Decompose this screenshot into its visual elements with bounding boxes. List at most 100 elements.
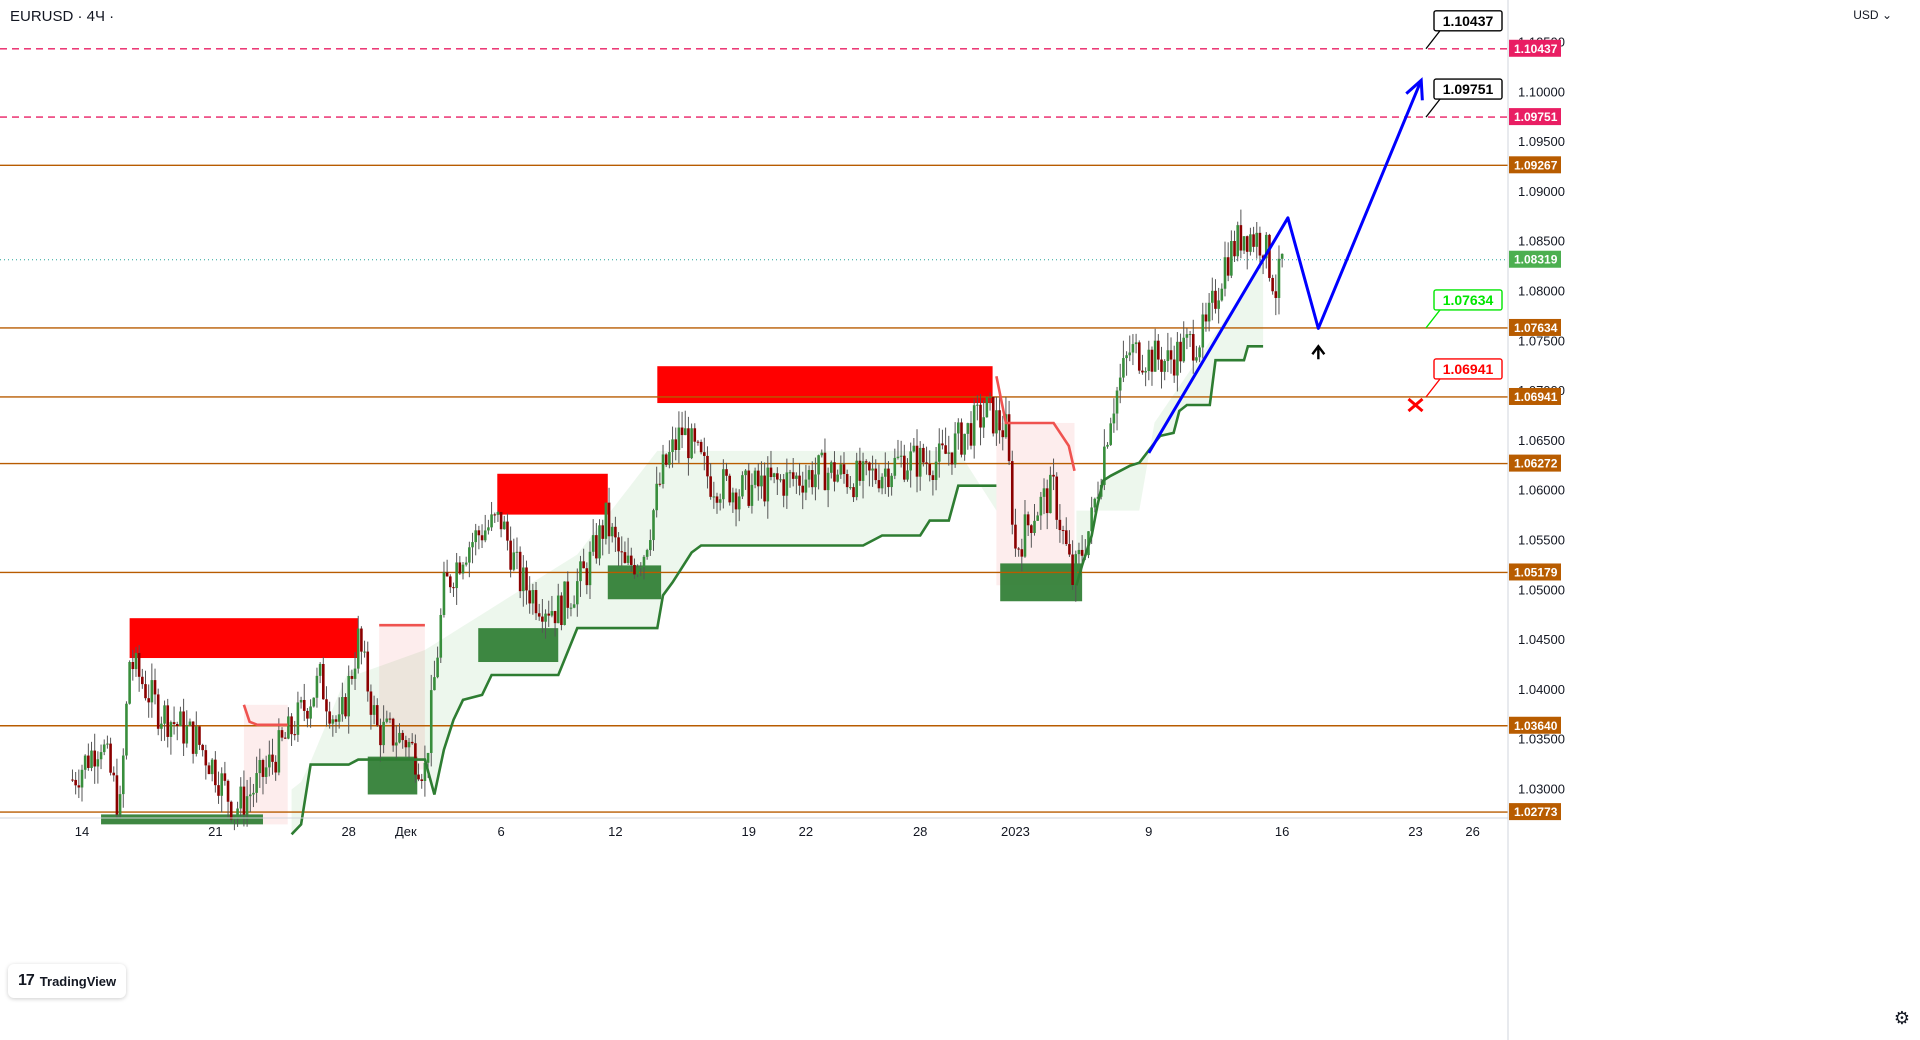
candle bbox=[185, 710, 189, 748]
candle-body bbox=[175, 724, 179, 726]
currency-selector[interactable]: USD ⌄ bbox=[1853, 8, 1892, 22]
candle-body bbox=[258, 760, 262, 774]
candle bbox=[598, 519, 601, 566]
callout-box bbox=[1433, 358, 1503, 380]
candle bbox=[804, 464, 808, 501]
candle bbox=[1039, 491, 1043, 530]
candle-body bbox=[1204, 314, 1208, 322]
candle-body bbox=[1214, 290, 1217, 309]
candle bbox=[541, 599, 544, 633]
candle bbox=[325, 686, 328, 727]
candle bbox=[156, 688, 160, 736]
candle-body bbox=[1179, 341, 1182, 362]
candle-body bbox=[201, 744, 204, 751]
gear-icon[interactable]: ⚙ bbox=[1893, 1008, 1910, 1028]
callouts-layer: 1.10437 1.09751 1.07634 1.06941 bbox=[1425, 10, 1503, 398]
candle-body bbox=[141, 676, 144, 685]
candle-body bbox=[725, 469, 728, 476]
candle bbox=[128, 660, 131, 705]
forecast-path bbox=[1147, 79, 1423, 454]
candle bbox=[877, 464, 881, 493]
candle-body bbox=[502, 521, 506, 530]
candle bbox=[239, 777, 243, 817]
candle-body bbox=[1030, 525, 1033, 533]
candle-body bbox=[788, 472, 792, 474]
candle-body bbox=[944, 445, 947, 454]
candle bbox=[560, 592, 563, 631]
candle bbox=[1001, 415, 1005, 451]
candle-body bbox=[1169, 350, 1173, 360]
candle-body bbox=[734, 492, 738, 510]
candle-body bbox=[1103, 446, 1106, 485]
candle-body bbox=[883, 468, 887, 477]
symbol-title[interactable]: EURUSD · 4Ч · bbox=[10, 8, 115, 25]
candle-body bbox=[356, 628, 360, 669]
candle bbox=[896, 439, 900, 460]
candle-body bbox=[96, 759, 100, 767]
candle bbox=[287, 707, 290, 740]
candle bbox=[115, 758, 119, 819]
candle bbox=[963, 433, 966, 461]
candle bbox=[1068, 530, 1071, 557]
candle-body bbox=[560, 595, 563, 625]
candle bbox=[699, 439, 703, 455]
candle-body bbox=[629, 555, 633, 565]
candle-body bbox=[1036, 515, 1039, 521]
candle bbox=[680, 411, 684, 449]
candle-body bbox=[1163, 361, 1166, 372]
candle-body bbox=[522, 567, 525, 592]
candle-body bbox=[1039, 496, 1043, 516]
callout-pointer bbox=[1425, 30, 1441, 50]
candle bbox=[563, 581, 566, 626]
candle bbox=[712, 481, 716, 509]
tradingview-logo[interactable]: 17 TradingView bbox=[8, 964, 127, 998]
candle-body bbox=[817, 455, 820, 475]
candle bbox=[639, 562, 643, 577]
candle-body bbox=[928, 463, 932, 476]
candle bbox=[810, 461, 814, 495]
candle bbox=[772, 472, 776, 484]
demand-zone bbox=[367, 756, 418, 795]
candle-body bbox=[385, 718, 389, 722]
time-tick-label: 14 bbox=[75, 824, 89, 839]
candle bbox=[1042, 478, 1046, 515]
candle-body bbox=[1061, 530, 1065, 532]
candle bbox=[1137, 340, 1141, 374]
candle bbox=[658, 472, 662, 487]
candle-body bbox=[318, 663, 322, 676]
candle-body bbox=[550, 611, 554, 616]
candle-body bbox=[833, 462, 836, 482]
candle-body bbox=[1280, 253, 1284, 259]
candle bbox=[493, 512, 497, 523]
candle bbox=[248, 777, 252, 813]
candle-body bbox=[982, 417, 985, 428]
candle-body bbox=[83, 755, 87, 770]
candle bbox=[280, 727, 284, 742]
candle-body bbox=[903, 455, 906, 480]
candle-body bbox=[741, 475, 744, 497]
candle bbox=[595, 523, 598, 564]
candle bbox=[788, 469, 792, 488]
candle bbox=[483, 514, 487, 543]
candle-body bbox=[134, 652, 138, 670]
candle bbox=[210, 758, 214, 782]
candle bbox=[1176, 332, 1179, 392]
candle bbox=[318, 662, 322, 684]
candle bbox=[163, 700, 166, 741]
candle bbox=[229, 800, 233, 823]
candle bbox=[499, 511, 503, 538]
time-tick-label: 26 bbox=[1465, 824, 1479, 839]
candle bbox=[1007, 400, 1011, 466]
candle-body bbox=[496, 511, 500, 515]
candle-body bbox=[99, 752, 103, 760]
candle bbox=[379, 718, 382, 762]
candle bbox=[950, 452, 954, 475]
candle bbox=[912, 438, 916, 453]
candle-body bbox=[756, 470, 760, 487]
price-tick-label: 1.06000 bbox=[1518, 483, 1565, 498]
candle bbox=[969, 411, 973, 450]
candle-body bbox=[528, 590, 531, 604]
candle-body bbox=[188, 721, 192, 726]
candle-body bbox=[639, 567, 643, 569]
